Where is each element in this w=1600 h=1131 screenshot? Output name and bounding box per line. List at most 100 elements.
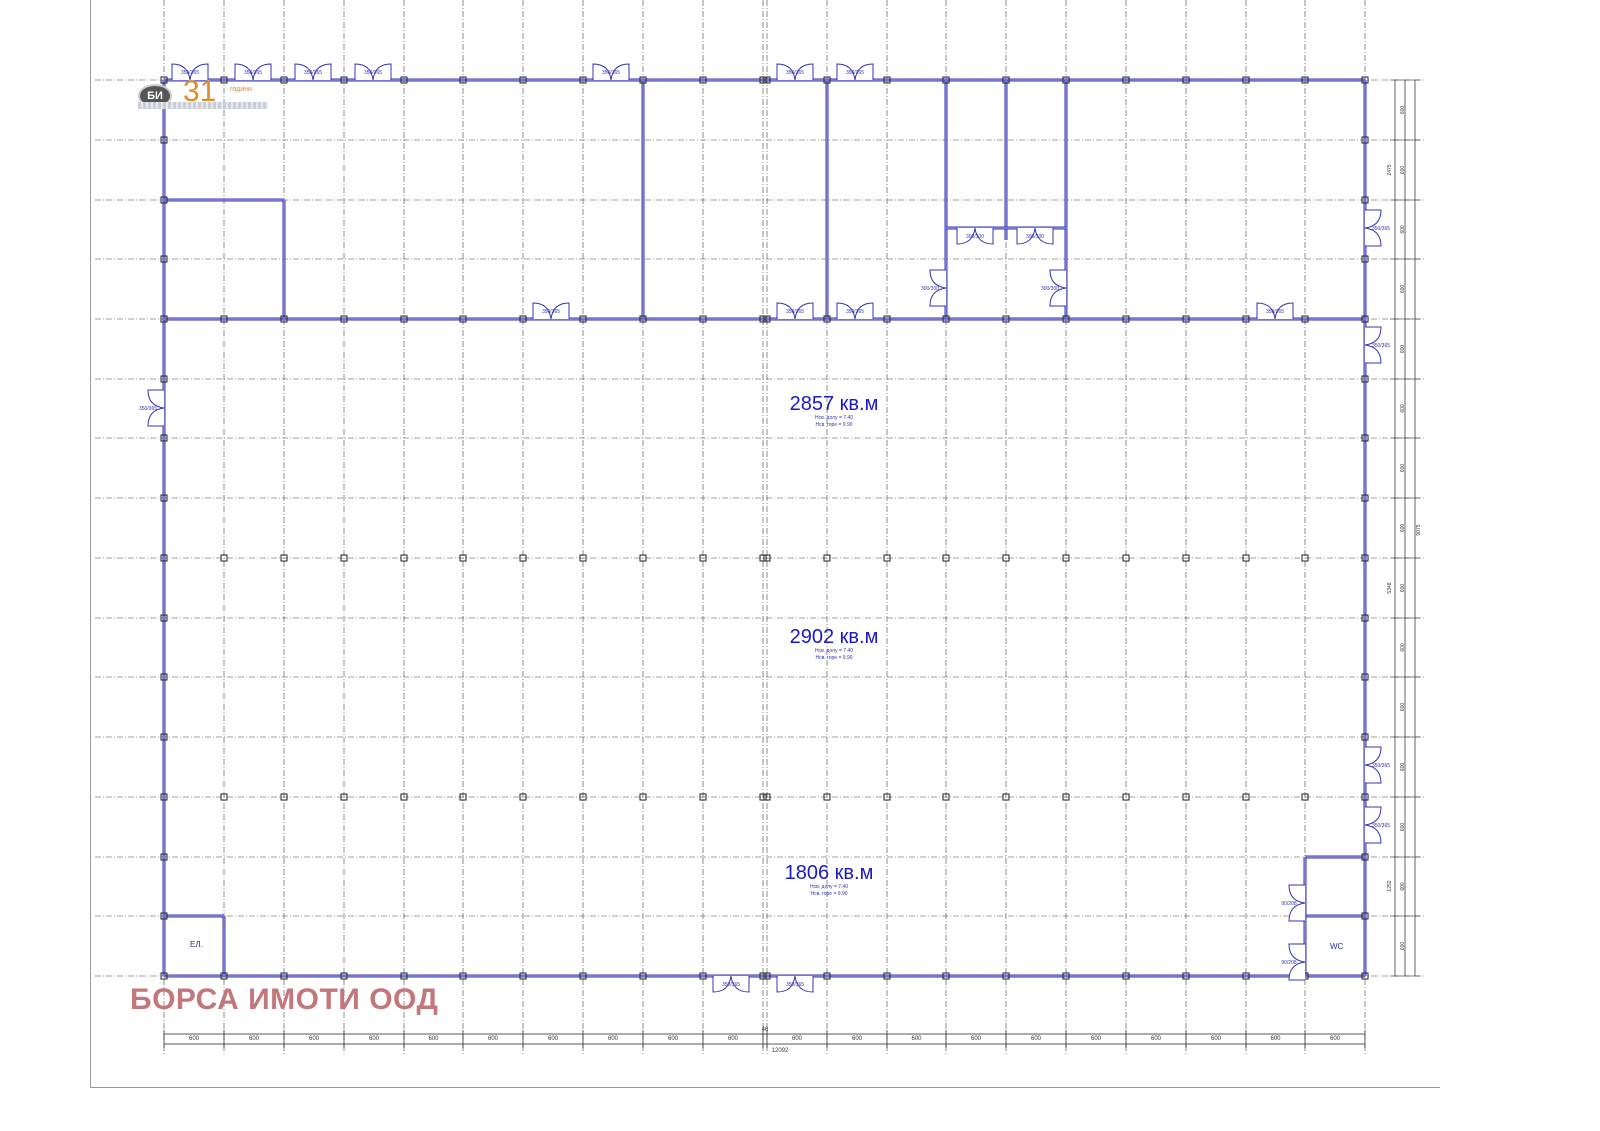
- column: [340, 76, 348, 84]
- column: [160, 196, 168, 204]
- column: [1361, 614, 1369, 622]
- column: [1122, 76, 1130, 84]
- column: [160, 434, 168, 442]
- dimension-label: 600: [852, 1036, 863, 1042]
- column: [1361, 375, 1369, 383]
- column: [519, 972, 527, 980]
- door-icon: [592, 63, 630, 81]
- height-high: Нсв. горе = 9.90: [815, 422, 853, 428]
- column: [759, 793, 767, 801]
- sheet-border-bottom: [90, 1087, 1440, 1088]
- door-icon: [1016, 227, 1054, 245]
- column: [639, 315, 647, 323]
- column: [1182, 76, 1190, 84]
- dimension-label: 600: [728, 1036, 739, 1042]
- height-low: Нсв. долу = 7.40: [815, 648, 853, 654]
- dimension-label: 600: [1400, 106, 1406, 115]
- column: [1301, 554, 1309, 562]
- column: [1361, 912, 1369, 920]
- door-icon: [929, 269, 947, 307]
- column: [160, 972, 168, 980]
- door-icon: [776, 63, 814, 81]
- column: [160, 912, 168, 920]
- column: [1361, 76, 1369, 84]
- area-label-top: 2857 кв.м Нсв. долу = 7.40 Нсв. горе = 9…: [734, 393, 934, 429]
- area-value: 2857 кв.м: [789, 393, 879, 415]
- dimension-label: 600: [668, 1036, 679, 1042]
- column: [759, 315, 767, 323]
- door-dimension: 350/365: [1372, 343, 1390, 349]
- height-high: Нсв. горе = 9.90: [810, 891, 848, 897]
- height-high: Нсв. горе = 9.90: [815, 655, 853, 661]
- area-value: 2902 кв.м: [789, 626, 879, 648]
- column: [519, 793, 527, 801]
- area-label-bottom: 1806 кв.м Нсв. долу = 7.40 Нсв. горе = 9…: [729, 862, 929, 898]
- dimension-label: 600: [792, 1036, 803, 1042]
- column: [1242, 554, 1250, 562]
- door-dimension: 350/365: [1372, 226, 1390, 232]
- dimension-label: 600: [1400, 763, 1406, 772]
- dimension-label: 600: [1400, 285, 1406, 294]
- column: [1122, 972, 1130, 980]
- column: [1361, 434, 1369, 442]
- logo-skyline: [138, 102, 268, 109]
- column: [1062, 972, 1070, 980]
- column: [160, 554, 168, 562]
- dimension-label: 1252: [1387, 880, 1393, 891]
- dimension-label: 46: [762, 1027, 769, 1033]
- door-icon: [1364, 746, 1382, 784]
- column: [160, 733, 168, 741]
- column: [1361, 853, 1369, 861]
- column: [1062, 793, 1070, 801]
- column: [579, 76, 587, 84]
- column: [1242, 76, 1250, 84]
- column: [519, 315, 527, 323]
- dimension-label: 600: [309, 1036, 320, 1042]
- door-icon: [1364, 806, 1382, 844]
- column: [942, 315, 950, 323]
- column: [400, 315, 408, 323]
- column: [160, 793, 168, 801]
- door-icon: [1049, 269, 1067, 307]
- dimension-label: 600: [1400, 643, 1406, 652]
- column: [639, 76, 647, 84]
- column: [1182, 554, 1190, 562]
- dimension-label: 600: [1400, 404, 1406, 413]
- door-dimension: 300/300: [1026, 234, 1044, 240]
- column: [763, 554, 771, 562]
- column: [1361, 733, 1369, 741]
- dimension-label: 600: [428, 1036, 439, 1042]
- dimension-label: 600: [1400, 882, 1406, 891]
- dimension-label: 600: [1151, 1036, 1162, 1042]
- door-dimension: 350/365: [1372, 763, 1390, 769]
- dimension-label: 600: [911, 1036, 922, 1042]
- dimension-label: 600: [1400, 464, 1406, 473]
- door-dimension: 350/365: [786, 70, 804, 76]
- door-icon: [836, 302, 874, 320]
- door-dimension: 350/365: [786, 309, 804, 315]
- column: [699, 76, 707, 84]
- column: [400, 76, 408, 84]
- column: [1122, 315, 1130, 323]
- door-dimension: 350/365: [542, 309, 560, 315]
- door-dimension: 350/365: [181, 70, 199, 76]
- door-dimension: 350/365: [304, 70, 322, 76]
- column: [1002, 554, 1010, 562]
- column: [883, 554, 891, 562]
- dimension-label: 600: [971, 1036, 982, 1042]
- door-dimension: 350/365: [602, 70, 620, 76]
- dimension-label: 9075: [1416, 524, 1422, 535]
- dimension-label: 600: [1400, 345, 1406, 354]
- room-elevator: ЕЛ.: [190, 940, 203, 949]
- dimension-label: 600: [548, 1036, 559, 1042]
- door-dimension: 350/365: [244, 70, 262, 76]
- column: [942, 76, 950, 84]
- door-icon: [532, 302, 570, 320]
- column: [400, 972, 408, 980]
- column: [220, 554, 228, 562]
- dimension-label: 600: [189, 1036, 200, 1042]
- door-dimension: 350/365: [722, 982, 740, 988]
- column: [823, 972, 831, 980]
- door-dimension: 350/365: [846, 309, 864, 315]
- column: [459, 315, 467, 323]
